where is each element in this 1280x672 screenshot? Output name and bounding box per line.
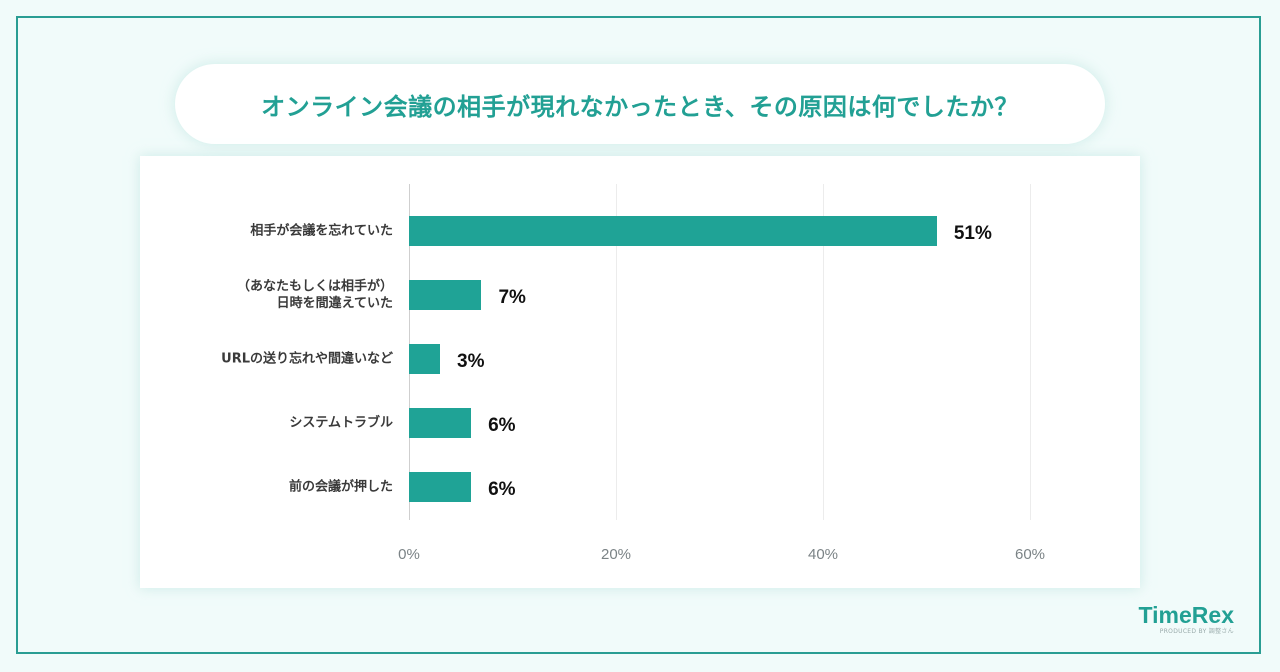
category-label-line: システムトラブル xyxy=(289,415,393,431)
category-label: URLの送り忘れや間違いなど xyxy=(221,351,393,368)
category-label: 相手が会議を忘れていた xyxy=(250,223,393,240)
bar xyxy=(409,280,482,310)
category-label: システムトラブル xyxy=(289,415,393,432)
gridline-20 xyxy=(616,184,617,520)
category-label-line: 相手が会議を忘れていた xyxy=(250,223,393,239)
category-label: 前の会議が押した xyxy=(289,479,393,496)
logo-sub: PRODUCED BY 調整さん xyxy=(1159,628,1234,635)
category-label-line: URLの送り忘れや間違いなど xyxy=(221,351,393,367)
gridline-60 xyxy=(1030,184,1031,520)
bar xyxy=(409,408,472,438)
value-label: 7% xyxy=(498,287,526,308)
timerex-logo: TimeRex PRODUCED BY 調整さん xyxy=(1122,602,1234,636)
bar xyxy=(409,472,472,502)
x-tick: 60% xyxy=(1014,546,1046,563)
bar xyxy=(409,344,441,374)
chart-title-pill: オンライン会議の相手が現れなかったとき、その原因は何でしたか？ xyxy=(175,64,1105,144)
logo-name: TimeRex xyxy=(1138,602,1234,628)
bar xyxy=(409,216,937,246)
x-tick: 0% xyxy=(398,546,420,563)
chart-title: オンライン会議の相手が現れなかったとき、その原因は何でしたか？ xyxy=(261,92,1019,121)
category-label: （あなたもしくは相手が） 日時を間違えていた xyxy=(237,278,393,312)
value-label: 6% xyxy=(488,415,516,436)
category-label-line: （あなたもしくは相手が） xyxy=(236,279,393,294)
x-tick: 20% xyxy=(600,546,632,563)
value-label: 6% xyxy=(488,479,516,500)
category-label-line: 日時を間違えていた xyxy=(276,296,393,311)
value-label: 51% xyxy=(953,223,992,244)
x-tick: 40% xyxy=(807,546,839,563)
value-label: 3% xyxy=(457,351,485,372)
outer-frame xyxy=(16,16,1261,654)
category-label-line: 前の会議が押した xyxy=(288,479,393,495)
gridline-40 xyxy=(823,184,824,520)
